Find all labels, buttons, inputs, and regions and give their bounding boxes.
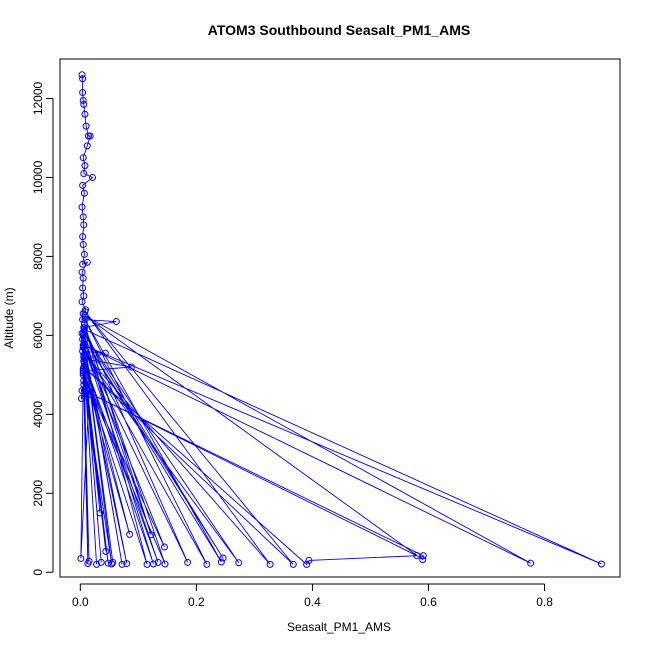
data-point: [118, 560, 126, 568]
y-tick-label: 6000: [31, 322, 45, 349]
data-point: [154, 558, 162, 566]
data-point: [81, 316, 89, 324]
data-point: [79, 213, 87, 221]
x-axis-label: Seasalt_PM1_AMS: [287, 620, 391, 634]
data-point: [78, 387, 86, 395]
data-point: [79, 371, 87, 379]
data-point: [77, 554, 85, 562]
data-point: [80, 387, 88, 395]
data-point: [161, 560, 169, 568]
data-point: [101, 349, 109, 357]
data-point: [79, 154, 87, 162]
x-tick-label: 0.2: [188, 595, 205, 609]
data-point: [83, 258, 91, 266]
data-point: [78, 203, 86, 211]
data-point: [79, 367, 87, 375]
data-point: [79, 89, 87, 97]
data-point: [78, 298, 86, 306]
data-point: [80, 170, 88, 177]
data-point: [597, 560, 605, 568]
data-point: [303, 560, 311, 568]
data-point: [80, 363, 88, 371]
x-tick-label: 0.0: [72, 595, 89, 609]
data-point: [79, 96, 87, 104]
data-point: [266, 560, 274, 568]
data-point: [235, 559, 243, 567]
data-point: [203, 560, 211, 568]
data-point: [85, 391, 93, 399]
data-point: [126, 530, 134, 538]
data-point: [80, 100, 88, 108]
data-point: [86, 132, 94, 140]
data-point: [79, 260, 87, 268]
data-point: [149, 560, 157, 568]
x-axis: 0.0 0.2 0.4 0.6 0.8: [72, 583, 553, 609]
x-tick-label: 0.8: [536, 595, 553, 609]
y-tick-label: 12000: [31, 81, 45, 115]
y-tick-label: 2000: [31, 480, 45, 507]
data-point: [112, 318, 120, 326]
data-point: [81, 308, 89, 316]
data-point: [127, 363, 135, 371]
plot-area-border: [59, 58, 621, 578]
data-point: [80, 250, 88, 258]
data-point: [147, 531, 155, 539]
x-tick-label: 0.6: [420, 595, 437, 609]
data-point: [80, 343, 88, 351]
y-tick-label: 0: [31, 569, 45, 576]
chart-title: ATOM3 Southbound Seasalt_PM1_AMS: [208, 22, 470, 38]
data-point: [219, 554, 227, 562]
data-point: [83, 142, 91, 150]
series-line: [80, 74, 602, 566]
data-point: [80, 221, 88, 229]
data-point: [79, 181, 87, 189]
data-point: [80, 325, 88, 333]
data-point: [93, 560, 101, 568]
y-tick-label: 4000: [31, 401, 45, 428]
data-point: [289, 560, 297, 568]
data-point: [109, 558, 117, 566]
y-axis: 0 2000 4000 6000 8000 10000 12000: [31, 81, 54, 576]
points-layer: [77, 71, 605, 568]
data-point: [79, 75, 87, 83]
data-point: [83, 375, 91, 383]
data-point: [80, 329, 88, 337]
data-point: [79, 233, 87, 241]
data-point: [81, 162, 89, 170]
data-point: [79, 284, 87, 292]
y-axis-label: Altitude (m): [2, 287, 16, 348]
data-point: [97, 558, 105, 566]
data-point: [80, 189, 88, 197]
data-point: [305, 556, 313, 564]
data-point: [78, 71, 86, 79]
data-point: [82, 122, 90, 130]
data-point: [82, 351, 90, 359]
data-point: [79, 241, 87, 249]
data-point: [80, 341, 88, 349]
data-point: [123, 560, 131, 568]
data-point: [108, 560, 116, 568]
data-point: [77, 395, 85, 403]
data-point: [160, 543, 168, 551]
data-point: [85, 557, 93, 565]
data-point: [81, 312, 89, 320]
y-tick-label: 10000: [31, 160, 45, 194]
data-point: [102, 547, 110, 555]
data-point: [527, 559, 535, 567]
data-point: [79, 274, 87, 282]
data-point: [89, 173, 96, 181]
x-tick-label: 0.4: [304, 595, 321, 609]
data-point: [184, 558, 192, 566]
data-point: [79, 316, 87, 324]
data-point: [419, 552, 427, 560]
data-point: [81, 110, 89, 118]
y-tick-label: 8000: [31, 243, 45, 270]
data-point: [419, 556, 427, 564]
series-layer: [80, 74, 602, 566]
data-point: [96, 509, 104, 517]
data-point: [217, 558, 225, 566]
data-point: [104, 559, 112, 567]
